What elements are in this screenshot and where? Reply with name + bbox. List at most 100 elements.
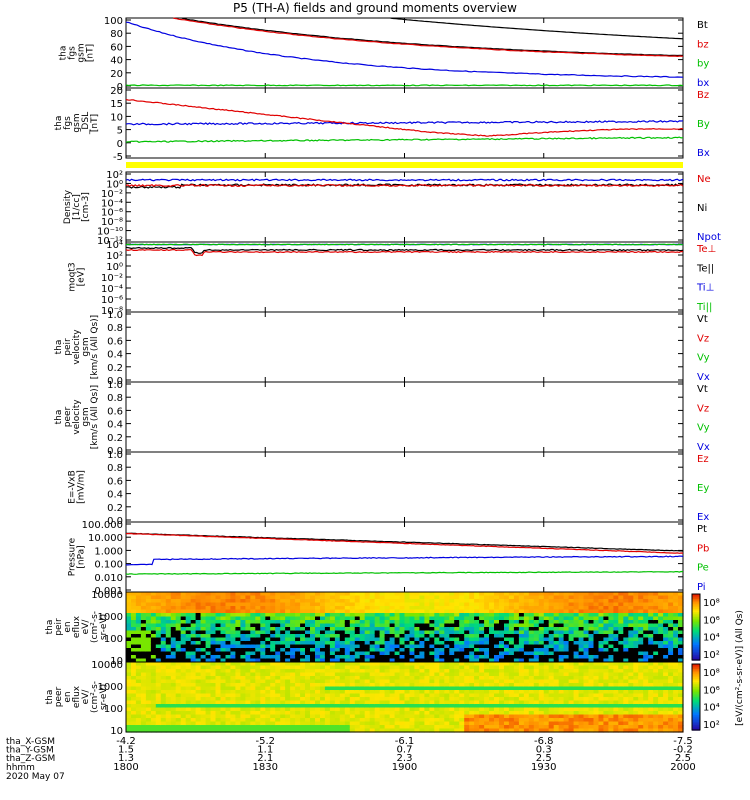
y-label-line: gsm: [81, 337, 91, 356]
colorbar-cell: [692, 665, 700, 668]
colorbar-cell: [692, 716, 700, 720]
x-tick-label: -7.5: [673, 736, 693, 747]
y-tick-label: 10⁴: [106, 240, 123, 251]
y-tick-label: 15: [110, 99, 123, 110]
series-Te-perp: [125, 248, 684, 257]
series-Pi: [126, 555, 684, 566]
colorbar-cell: [692, 682, 700, 685]
colorbar-cell: [692, 608, 700, 612]
legend-entry: Vz: [697, 403, 709, 414]
y-label-line: [cm-3]: [81, 192, 91, 222]
colorbar-cell: [692, 715, 700, 718]
y-tick-label: 0.6: [107, 336, 123, 347]
x-axis-row-label: tha_X-GSM: [6, 737, 55, 747]
y-axis-label: tha peer velocity gsm [km/s (All Qs)]: [54, 385, 100, 449]
panel-frame: [125, 381, 684, 453]
y-axis-label: Density [1/cc] [cm-3]: [63, 189, 91, 224]
colorbar-cell: [692, 685, 700, 688]
y-tick-label: 1000: [98, 682, 123, 693]
colorbar-cell: [692, 622, 700, 625]
y-label-line: peer: [54, 686, 64, 707]
colorbar-cell: [692, 599, 700, 602]
legend-entry: Te⊥: [696, 244, 716, 255]
y-tick-label: 0.6: [107, 406, 123, 417]
y-label-line: tha: [54, 116, 64, 131]
y-label-line: tha: [54, 410, 64, 425]
y-label-line: eflux: [72, 615, 82, 638]
y-label-line: tha: [45, 620, 55, 635]
y-tick-label: 10⁰: [106, 262, 123, 273]
legend-entry: Pi: [697, 582, 706, 593]
legend-entry: Ti⊥: [696, 283, 714, 294]
colorbar-tick-label: 10⁴: [703, 633, 720, 644]
colorbar-cell: [692, 718, 700, 721]
y-label-line: velocity: [72, 399, 82, 435]
colorbar-cell: [692, 594, 700, 597]
colorbar-cell: [692, 643, 700, 646]
colorbar-cell: [692, 700, 700, 703]
series-Bt: [181, 17, 684, 57]
x-tick-label: 2000: [670, 762, 695, 773]
y-axis-label: E=-VxB [mV/m]: [68, 470, 87, 504]
colorbar-cell: [692, 595, 700, 598]
colorbar-cell: [692, 710, 700, 713]
colorbar-cell: [692, 720, 700, 723]
x-tick-label: 1930: [531, 762, 556, 773]
colorbar-cell: [692, 625, 700, 628]
colorbar: [691, 663, 701, 731]
y-tick-label: 0.6: [107, 476, 123, 487]
x-tick-label: 1830: [253, 762, 278, 773]
colorbar-cell: [692, 670, 700, 673]
y-axis-label: tha peir en eflux eV/(cm²-s-sr-eV): [45, 611, 109, 643]
legend-entry: Bt: [697, 20, 708, 31]
colorbar-cell: [692, 688, 700, 692]
y-tick-label: 0.2: [107, 363, 123, 374]
y-tick-label: 10: [110, 656, 123, 667]
legend-entry: Ti||: [696, 302, 712, 313]
legend-entry: Vt: [697, 384, 708, 395]
ion-spectrogram: [126, 592, 684, 663]
y-tick-label: 10⁻²: [101, 189, 123, 200]
y-tick-label: 10⁻⁶: [101, 208, 123, 219]
legend-entry: Vt: [697, 314, 708, 325]
y-label-line: [1/cc]: [72, 194, 82, 220]
colorbar-cell: [692, 667, 700, 670]
legend-entry: Ex: [697, 512, 709, 523]
y-tick-label: 100: [104, 634, 123, 645]
y-label-line: fgs: [63, 116, 73, 130]
colorbar-cell: [692, 651, 700, 655]
x-tick-label: 1.3: [118, 753, 134, 764]
legend-entry: Npot: [697, 232, 721, 243]
x-tick-label: 1.1: [257, 745, 273, 756]
colorbar-cell: [692, 697, 700, 700]
legend-entry: bx: [697, 78, 709, 89]
colorbar-label: [eV/(cm²-s-sr-eV)] (All Qs): [735, 610, 745, 726]
colorbar-cell: [692, 693, 700, 696]
x-tick-label: -6.8: [534, 736, 554, 747]
chart-title: P5 (TH-A) fields and ground moments over…: [233, 1, 517, 15]
y-label-line: (cm²-s-: [90, 611, 100, 643]
y-tick-label: 0.010: [94, 573, 123, 584]
legend-entry: bz: [697, 39, 709, 50]
y-label-line: en: [63, 621, 73, 632]
colorbar-cell: [692, 628, 700, 631]
y-tick-label: 60: [110, 42, 123, 53]
y-label-line: [eV]: [77, 268, 87, 287]
colorbar-cell: [692, 633, 700, 636]
series-Npot: [125, 178, 684, 182]
colorbar-cell: [692, 672, 700, 675]
x-axis-date: 2020 May 07: [6, 772, 65, 782]
y-tick-label: 80: [110, 29, 123, 40]
colorbar-cell: [692, 687, 700, 690]
y-tick-label: 20: [110, 69, 123, 80]
y-label-line: (cm²-s-: [90, 681, 100, 713]
colorbar-cell: [692, 711, 700, 715]
x-tick-label: 2.5: [675, 753, 691, 764]
y-label-line: peir: [63, 338, 73, 356]
colorbar-cell: [692, 683, 700, 687]
legend-entry: Vz: [697, 333, 709, 344]
colorbar-cell: [692, 655, 700, 658]
colorbar-cell: [692, 656, 700, 659]
y-tick-label: 10⁰: [106, 179, 123, 190]
